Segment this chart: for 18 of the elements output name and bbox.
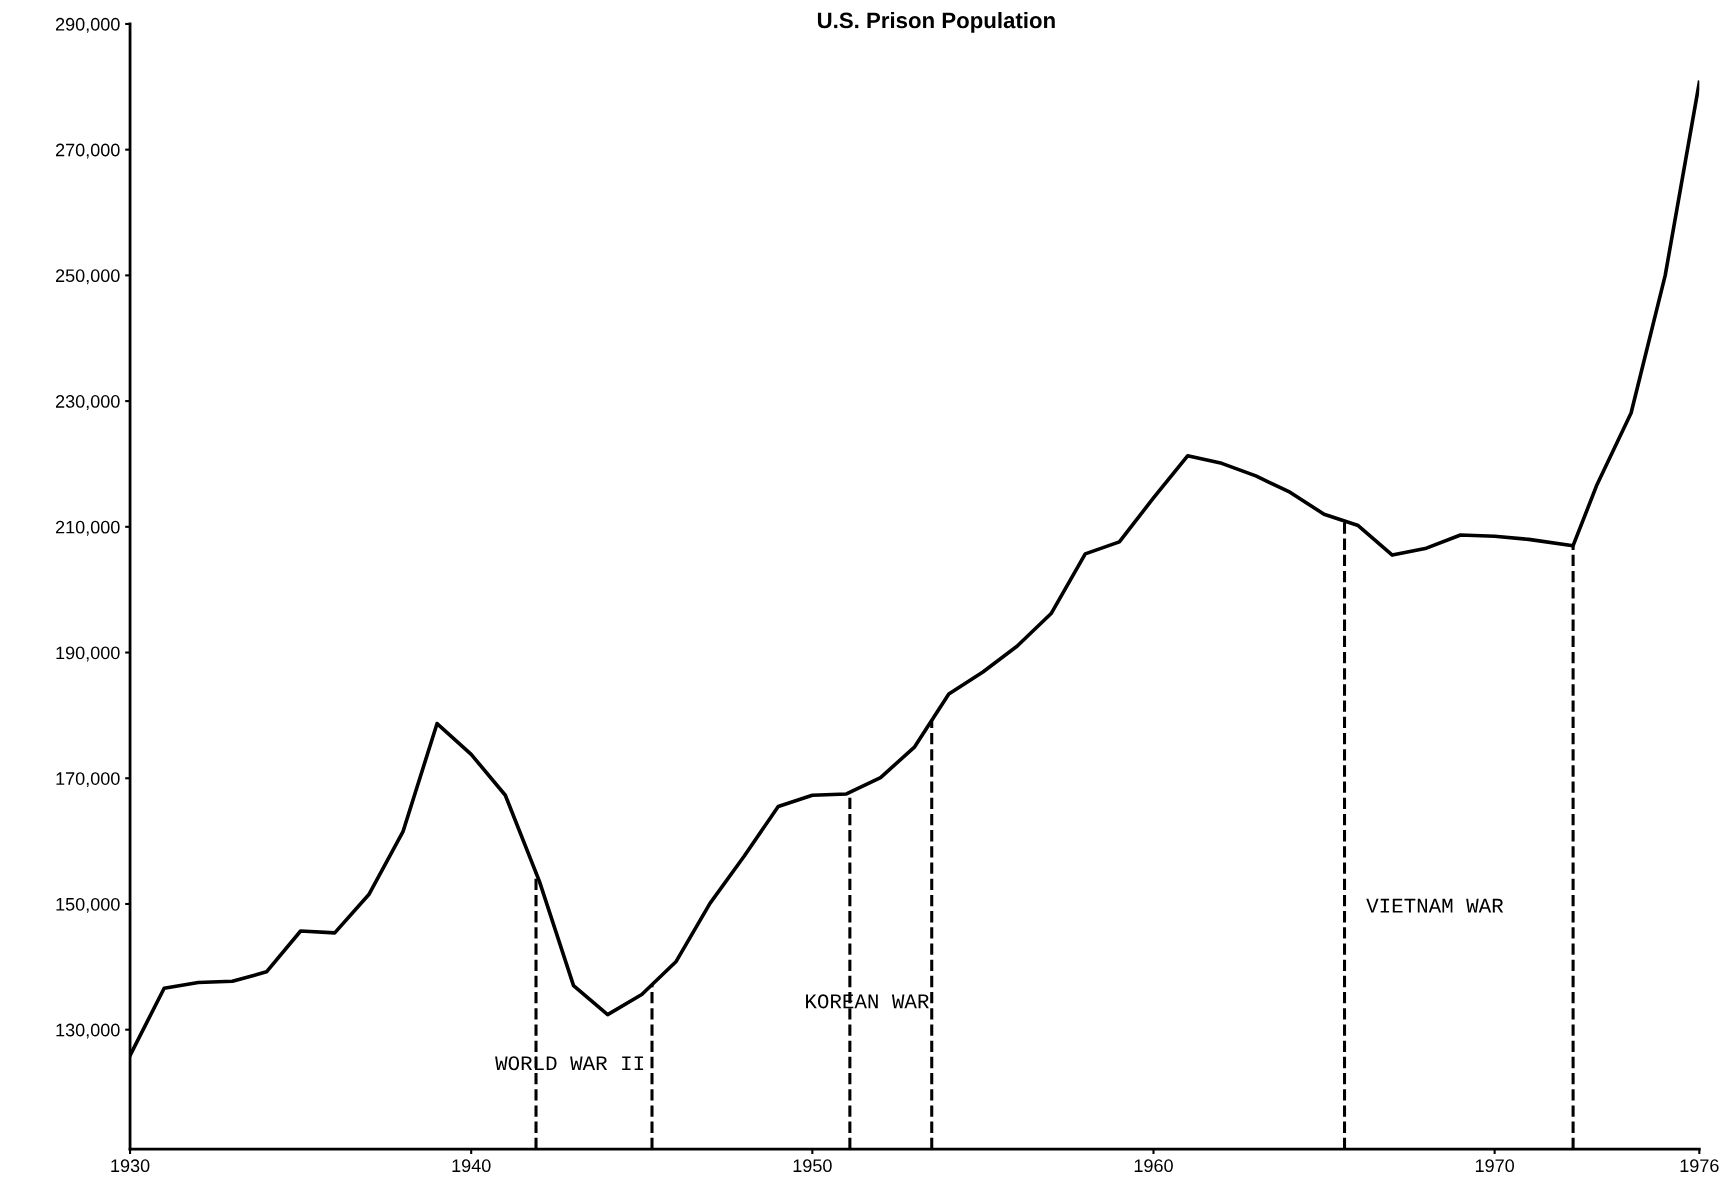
x-tick-label: 1960	[1134, 1159, 1173, 1173]
y-tick-label: 210,000	[55, 520, 120, 536]
y-tick-label: 270,000	[55, 143, 120, 159]
y-tick-label: 130,000	[56, 1023, 120, 1039]
x-tick-label: 1950	[793, 1159, 832, 1173]
x-tick-label: 1976	[1680, 1159, 1719, 1173]
y-tick-label: 290,000	[55, 17, 120, 33]
ref-line-label: KOREAN WAR	[806, 994, 929, 1009]
y-tick-label: 230,000	[55, 395, 120, 410]
y-tick-label: 190,000	[56, 646, 120, 662]
y-tick-label: 170,000	[56, 772, 120, 788]
x-tick-label: 1940	[452, 1159, 491, 1173]
y-tick-label: 250,000	[55, 269, 120, 285]
ref-line-label: VIETNAM WAR	[1366, 898, 1504, 913]
y-tick-label: 150,000	[56, 897, 120, 913]
x-tick-label: 1930	[111, 1159, 150, 1173]
chart-title: U.S. Prison Population	[817, 11, 1055, 33]
x-tick-label: 1970	[1475, 1159, 1515, 1173]
